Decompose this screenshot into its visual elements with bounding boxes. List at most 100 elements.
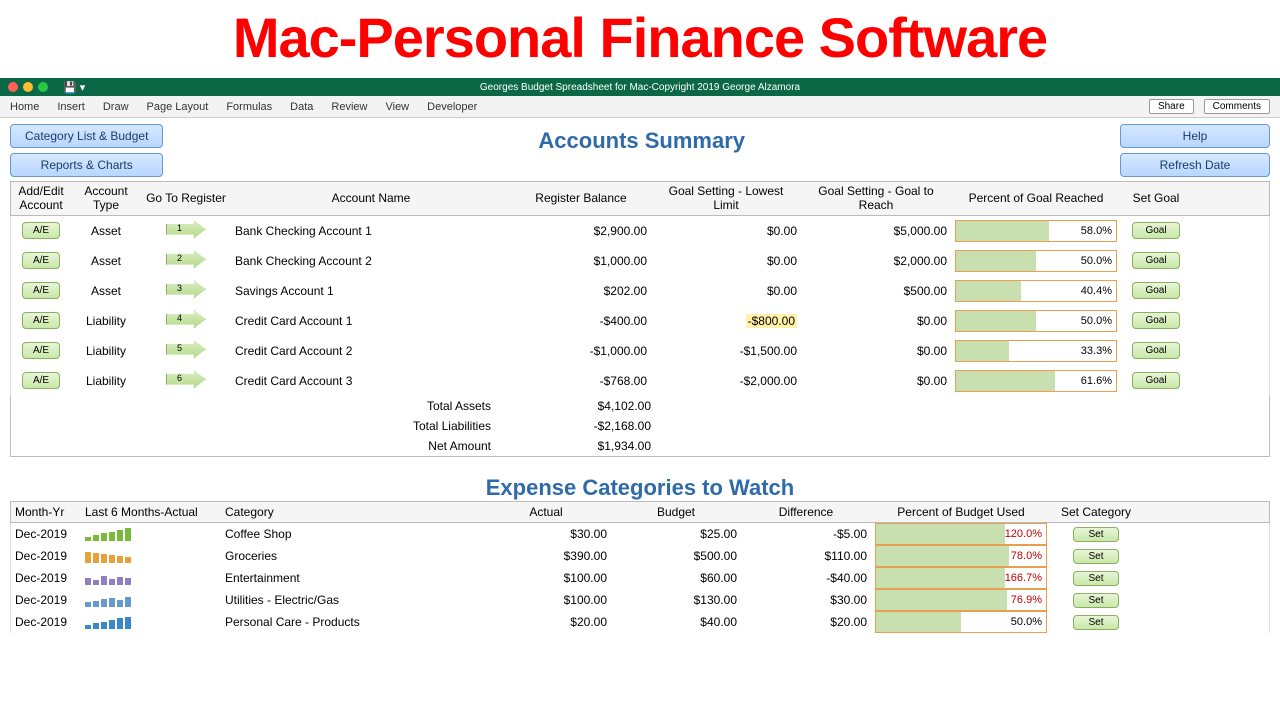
expense-header: Month-Yr Last 6 Months-Actual Category A… (10, 501, 1270, 523)
ae-button[interactable]: A/E (22, 342, 60, 359)
goal-button[interactable]: Goal (1132, 282, 1179, 299)
account-row: A/E Asset 2 Bank Checking Account 2 $1,0… (10, 246, 1270, 276)
close-icon[interactable] (8, 82, 18, 92)
ehdr-dif: Difference (741, 503, 871, 521)
actual: $100.00 (481, 571, 611, 585)
expense-row: Dec-2019 Utilities - Electric/Gas $100.0… (10, 589, 1270, 611)
total-liab-value: -$2,168.00 (511, 419, 651, 433)
expense-row: Dec-2019 Coffee Shop $30.00 $25.00 -$5.0… (10, 523, 1270, 545)
ehdr-set: Set Category (1051, 503, 1141, 521)
expense-row: Dec-2019 Groceries $390.00 $500.00 $110.… (10, 545, 1270, 567)
accounts-header: Add/Edit Account Account Type Go To Regi… (10, 181, 1270, 216)
budget: $60.00 (611, 571, 741, 585)
tab-data[interactable]: Data (290, 101, 313, 113)
pct-bar: 58.0% (955, 220, 1117, 242)
goal-button[interactable]: Goal (1132, 342, 1179, 359)
tab-draw[interactable]: Draw (103, 101, 129, 113)
budget-pct-bar: 76.9% (875, 589, 1047, 611)
help-button[interactable]: Help (1120, 124, 1270, 148)
register-balance: $2,900.00 (511, 224, 651, 238)
account-row: A/E Liability 6 Credit Card Account 3 -$… (10, 366, 1270, 396)
category: Entertainment (221, 571, 481, 585)
account-name: Credit Card Account 2 (231, 344, 511, 358)
account-name: Credit Card Account 3 (231, 374, 511, 388)
actual: $100.00 (481, 593, 611, 607)
set-button[interactable]: Set (1073, 615, 1118, 630)
tab-review[interactable]: Review (331, 101, 367, 113)
ae-button[interactable]: A/E (22, 312, 60, 329)
ehdr-sp: Last 6 Months-Actual (81, 503, 221, 521)
ae-button[interactable]: A/E (22, 252, 60, 269)
difference: $20.00 (741, 615, 871, 629)
account-name: Bank Checking Account 1 (231, 224, 511, 238)
tab-page-layout[interactable]: Page Layout (147, 101, 209, 113)
set-button[interactable]: Set (1073, 593, 1118, 608)
ae-button[interactable]: A/E (22, 372, 60, 389)
goal-reach: $0.00 (801, 314, 951, 328)
traffic-lights[interactable] (8, 82, 48, 92)
goto-arrow-icon[interactable]: 3 (166, 280, 206, 298)
goal-button[interactable]: Goal (1132, 312, 1179, 329)
save-icon[interactable]: 💾 ▾ (63, 81, 85, 94)
expense-row: Dec-2019 Entertainment $100.00 $60.00 -$… (10, 567, 1270, 589)
register-balance: $1,000.00 (511, 254, 651, 268)
tab-view[interactable]: View (385, 101, 409, 113)
goal-reach: $0.00 (801, 374, 951, 388)
category: Coffee Shop (221, 527, 481, 541)
goto-arrow-icon[interactable]: 2 (166, 250, 206, 268)
hdr-goto: Go To Register (141, 189, 231, 207)
sparkline-icon (85, 571, 217, 585)
account-row: A/E Asset 3 Savings Account 1 $202.00 $0… (10, 276, 1270, 306)
share-button[interactable]: Share (1149, 99, 1194, 114)
titlebar: 💾 ▾ Georges Budget Spreadsheet for Mac-C… (0, 78, 1280, 96)
reports-button[interactable]: Reports & Charts (10, 153, 163, 177)
minimize-icon[interactable] (23, 82, 33, 92)
total-liab-label: Total Liabilities (11, 419, 511, 433)
ehdr-pct: Percent of Budget Used (871, 503, 1051, 521)
set-button[interactable]: Set (1073, 527, 1118, 542)
lowest-limit: $0.00 (651, 284, 801, 298)
category: Groceries (221, 549, 481, 563)
category-list-button[interactable]: Category List & Budget (10, 124, 163, 148)
set-button[interactable]: Set (1073, 549, 1118, 564)
set-button[interactable]: Set (1073, 571, 1118, 586)
hdr-name: Account Name (231, 189, 511, 207)
refresh-button[interactable]: Refresh Date (1120, 153, 1270, 177)
pct-bar: 50.0% (955, 250, 1117, 272)
register-balance: -$1,000.00 (511, 344, 651, 358)
goto-arrow-icon[interactable]: 1 (166, 220, 206, 238)
difference: $110.00 (741, 549, 871, 563)
month-yr: Dec-2019 (11, 549, 81, 563)
goto-arrow-icon[interactable]: 4 (166, 310, 206, 328)
actual: $30.00 (481, 527, 611, 541)
maximize-icon[interactable] (38, 82, 48, 92)
pct-bar: 61.6% (955, 370, 1117, 392)
comments-button[interactable]: Comments (1204, 99, 1270, 114)
account-name: Bank Checking Account 2 (231, 254, 511, 268)
tab-developer[interactable]: Developer (427, 101, 477, 113)
goal-button[interactable]: Goal (1132, 252, 1179, 269)
goto-arrow-icon[interactable]: 5 (166, 340, 206, 358)
goto-arrow-icon[interactable]: 6 (166, 370, 206, 388)
lowest-limit: -$800.00 (651, 314, 801, 328)
account-type: Liability (71, 374, 141, 388)
tab-insert[interactable]: Insert (57, 101, 85, 113)
tab-home[interactable]: Home (10, 101, 39, 113)
goal-reach: $0.00 (801, 344, 951, 358)
pct-bar: 50.0% (955, 310, 1117, 332)
actual: $390.00 (481, 549, 611, 563)
goal-button[interactable]: Goal (1132, 372, 1179, 389)
ae-button[interactable]: A/E (22, 282, 60, 299)
ae-button[interactable]: A/E (22, 222, 60, 239)
category: Utilities - Electric/Gas (221, 593, 481, 607)
register-balance: -$768.00 (511, 374, 651, 388)
budget-pct-bar: 166.7% (875, 567, 1047, 589)
hdr-bal: Register Balance (511, 189, 651, 207)
tab-formulas[interactable]: Formulas (226, 101, 272, 113)
banner-title: Mac-Personal Finance Software (0, 0, 1280, 78)
goal-button[interactable]: Goal (1132, 222, 1179, 239)
hdr-low: Goal Setting - Lowest Limit (651, 182, 801, 215)
budget-pct-bar: 120.0% (875, 523, 1047, 545)
account-row: A/E Asset 1 Bank Checking Account 1 $2,9… (10, 216, 1270, 246)
expense-row: Dec-2019 Personal Care - Products $20.00… (10, 611, 1270, 633)
